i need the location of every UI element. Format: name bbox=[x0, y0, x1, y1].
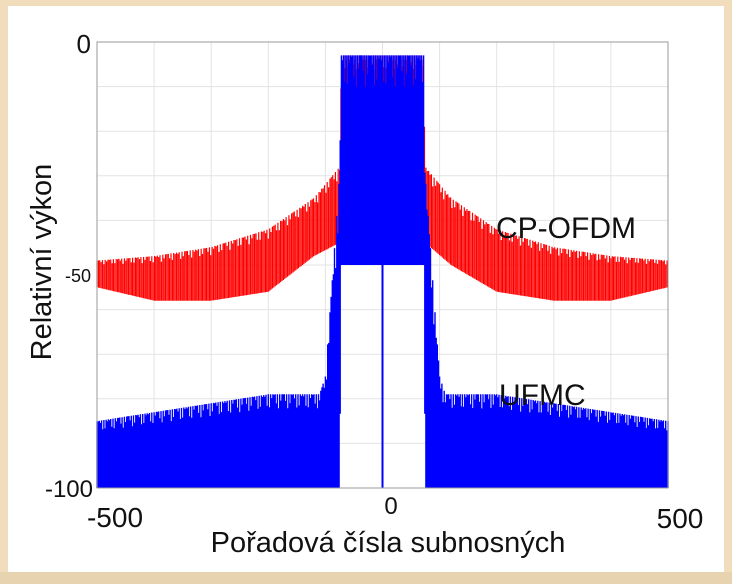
x-tick-label: -500 bbox=[87, 502, 143, 533]
annotation-ufmc: UFMC bbox=[499, 379, 586, 412]
x-tick-label: 0 bbox=[384, 493, 397, 520]
y-tick-label: -50 bbox=[65, 266, 91, 286]
y-tick-label: 0 bbox=[77, 29, 91, 59]
x-axis-title: Pořadová čísla subnosných bbox=[211, 527, 566, 559]
x-tick-label: 500 bbox=[657, 503, 704, 534]
y-axis-title: Relativní výkon bbox=[26, 164, 58, 361]
annotation-cp-ofdm: CP-OFDM bbox=[496, 212, 636, 245]
plot-area bbox=[96, 55, 669, 488]
bottom-band bbox=[0, 572, 732, 584]
plot-border bbox=[96, 41, 669, 489]
y-tick-label: -100 bbox=[45, 476, 93, 503]
